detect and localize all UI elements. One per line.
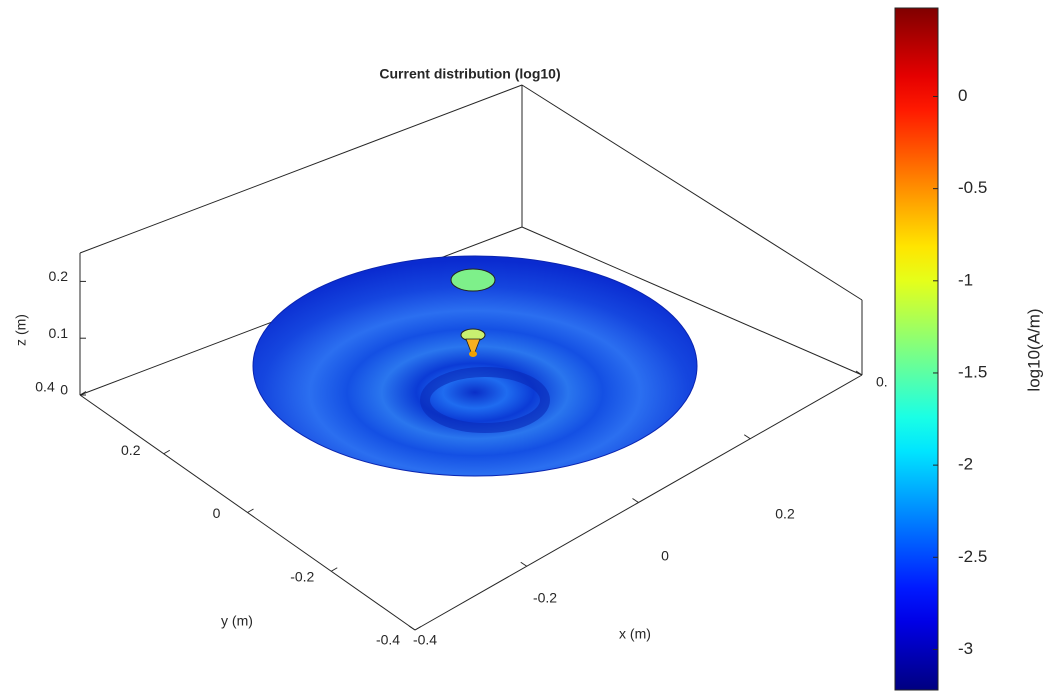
y-tick [79,391,87,396]
y-tick-label: 0.4 [35,379,55,395]
x-tick-label: -0.2 [533,590,557,606]
x-tick [632,498,639,503]
z-axis-label: z (m) [13,314,29,346]
y-tick [247,508,254,513]
z-tick-label: 0.1 [49,325,69,341]
colorbar-label: log10(A/m) [1024,308,1043,391]
chart-title: Current distribution (log10) [379,66,560,82]
colorbar-tick-label: -1.5 [958,362,987,381]
x-tick-label: 0. [876,374,888,390]
colorbar [894,7,939,691]
x-tick [520,561,528,567]
x-tick [855,370,863,376]
y-tick-label: -0.4 [376,632,400,648]
x-tick-label: 0.2 [775,506,795,522]
y-tick [163,449,171,455]
x-tick-label: -0.4 [413,632,437,648]
x-tick [408,625,416,631]
x-tick [743,434,751,440]
z-tick-label: 0 [60,382,68,398]
y-tick-label: 0 [213,505,221,521]
x-tick-label: 0 [661,548,669,564]
colorbar-tick-label: 0 [958,86,967,105]
y-tick-label: 0.2 [121,442,141,458]
colorbar-tick-label: -3 [958,639,973,658]
colorbar-tick-label: -1 [958,270,973,289]
colorbar-tick-label: -0.5 [958,178,987,197]
y-axis-label: y (m) [221,613,253,629]
colorbar-tick-label: -2.5 [958,547,987,566]
y-tick [414,626,422,631]
y-tick [330,567,338,572]
reflector-surface [252,255,698,477]
colorbar-tick-label: -2 [958,455,973,474]
z-tick-label: 0.2 [49,268,69,284]
y-tick-label: -0.2 [290,568,314,584]
x-axis-label: x (m) [619,626,651,642]
